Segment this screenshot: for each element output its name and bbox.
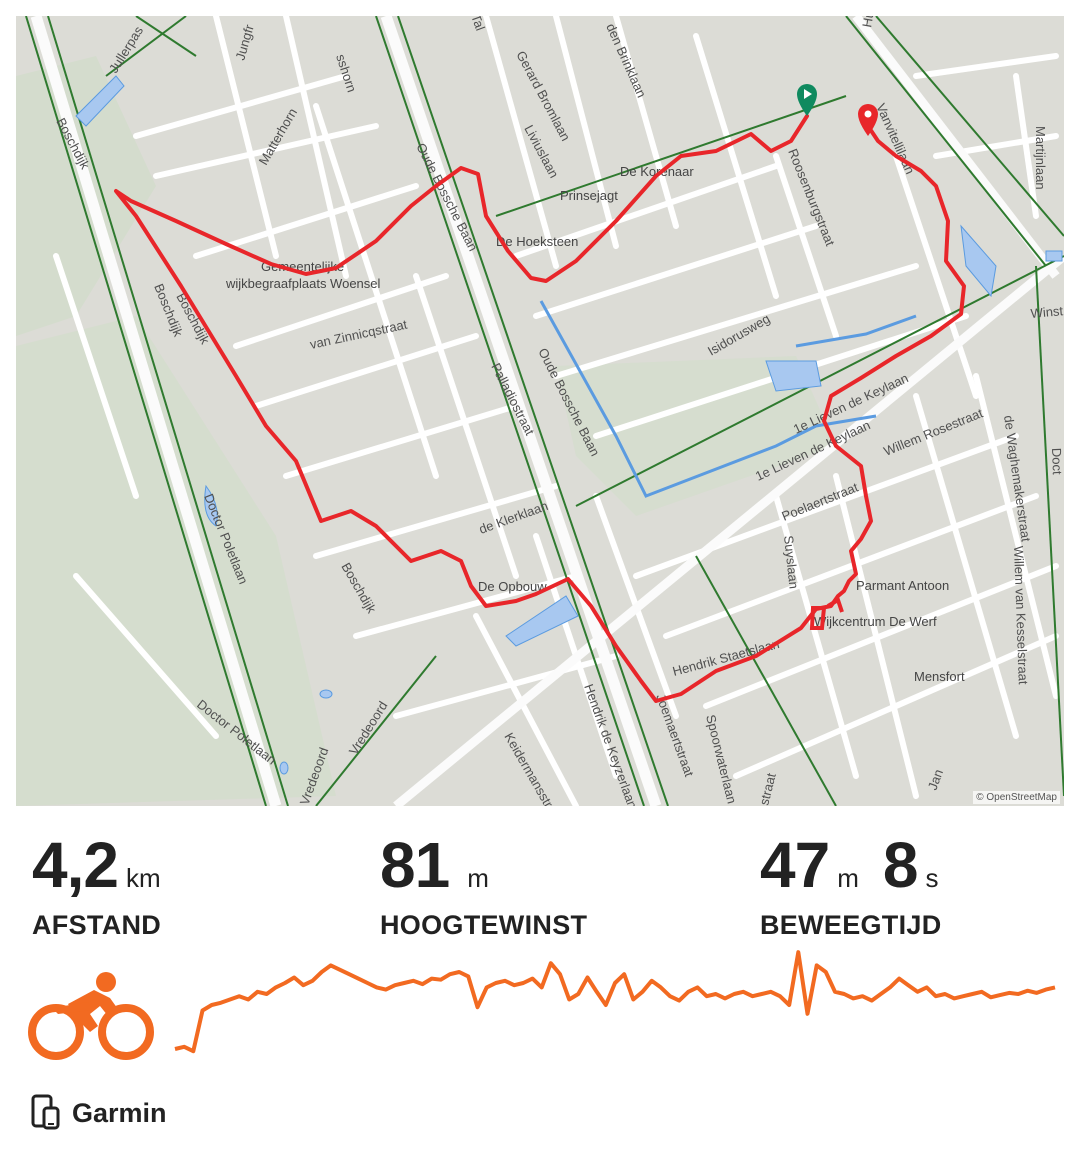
street — [53, 253, 139, 499]
street-label: Willem van Kesselstraat — [1011, 546, 1031, 686]
street — [483, 16, 559, 269]
street — [233, 273, 449, 349]
street-label: Winst — [1030, 303, 1064, 321]
elevation-gain-value: 81 — [380, 829, 450, 901]
street — [693, 33, 779, 299]
distance-unit: km — [125, 863, 161, 893]
elevation-profile-line — [174, 950, 1056, 1054]
street — [1013, 73, 1039, 219]
moving-time-minutes-unit: m — [837, 863, 859, 893]
poi-label: Wijkcentrum De Werf — [814, 614, 937, 629]
poi-label: De Korenaar — [620, 164, 694, 179]
street-label: Suyslaan — [781, 535, 802, 590]
elevation-profile-chart — [174, 950, 1056, 1054]
street — [533, 223, 819, 319]
main-road — [30, 16, 282, 806]
water-bodies — [75, 75, 1063, 775]
street — [913, 53, 1059, 79]
elevation-gain-label: HOOGTEWINST — [380, 910, 588, 940]
street — [353, 573, 579, 639]
street — [313, 103, 439, 479]
poi-label: De Opbouw — [478, 579, 547, 594]
moving-time-stat: 47 m 8 s BEWEEGTIJD — [760, 828, 948, 941]
street — [913, 393, 1019, 739]
poi-label: Parmant Antoon — [856, 578, 949, 593]
street-network — [53, 16, 1059, 806]
street — [73, 573, 219, 739]
street — [213, 16, 279, 259]
street-label: Doct — [1049, 448, 1064, 476]
route-track — [114, 114, 966, 703]
street — [773, 493, 859, 779]
street — [473, 613, 579, 806]
street — [553, 263, 919, 379]
street — [773, 153, 839, 339]
street — [703, 563, 1059, 709]
cycling-icon — [28, 972, 154, 1060]
street — [553, 16, 619, 249]
end-marker-icon[interactable] — [858, 104, 878, 136]
start-marker-icon[interactable] — [797, 84, 817, 116]
main-road — [380, 16, 662, 806]
street — [283, 403, 519, 479]
elevation-gain-stat: 81 m HOOGTEWINST — [380, 828, 587, 941]
distance-label: AFSTAND — [32, 910, 162, 940]
street — [283, 16, 349, 279]
street-label: Jan — [925, 767, 946, 792]
device-sync-icon — [31, 1094, 60, 1130]
main-road — [852, 16, 1060, 279]
source-name: Garmin — [72, 1097, 167, 1128]
poi-label: De Hoeksteen — [496, 234, 578, 249]
street — [973, 373, 1059, 699]
street — [193, 183, 419, 259]
route-track-loop — [809, 597, 844, 630]
street — [513, 163, 779, 259]
park-area — [556, 356, 836, 516]
street — [153, 123, 379, 179]
data-source: Garmin — [30, 1094, 167, 1132]
street — [413, 273, 519, 579]
map-canvas[interactable]: JullerpasBoschdijkJungfrsshornMatterhorn… — [16, 16, 1064, 806]
elevation-gain-unit: m — [467, 863, 489, 893]
distance-value: 4,2 — [32, 829, 119, 901]
street — [893, 153, 979, 399]
street — [613, 16, 679, 229]
moving-time-seconds-unit: s — [925, 863, 939, 893]
street-label: Martijnlaan — [1033, 126, 1048, 190]
route-map[interactable]: Jullerpas Boschdijk Jungfr sshorn Matterhorn… — [16, 16, 1064, 806]
street-label: Tal — [468, 16, 488, 33]
street — [833, 473, 919, 799]
main-road — [393, 252, 1064, 806]
map-attribution[interactable]: © OpenStreetMap — [973, 791, 1060, 804]
moving-time-seconds: 8 — [882, 829, 919, 901]
street — [313, 483, 559, 559]
moving-time-minutes: 47 — [760, 829, 830, 901]
street-label: straat — [756, 771, 779, 806]
park-area — [16, 316, 336, 806]
moving-time-label: BEWEEGTIJD — [760, 910, 942, 940]
poi-label: wijkbegraafplaats Woensel — [225, 276, 381, 291]
poi-label: Prinsejagt — [560, 188, 618, 203]
poi-label: Mensfort — [914, 669, 965, 684]
distance-stat: 4,2 km AFSTAND — [32, 828, 171, 941]
